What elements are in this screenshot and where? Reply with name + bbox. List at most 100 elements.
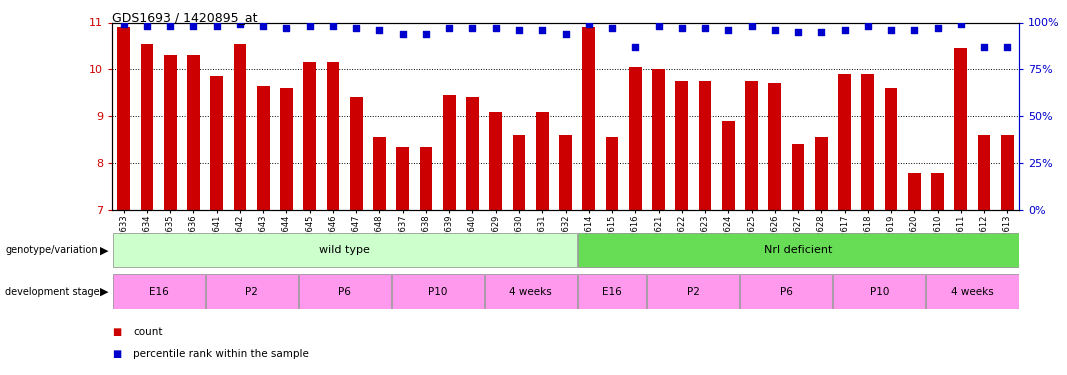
Text: P2: P2 (687, 286, 700, 297)
Bar (303, 62, 316, 210)
Bar (583, 27, 595, 210)
Text: percentile rank within the sample: percentile rank within the sample (133, 350, 309, 359)
Bar (280, 88, 292, 210)
Bar (373, 137, 386, 210)
Bar (141, 44, 154, 210)
Bar (699, 81, 712, 210)
Text: development stage: development stage (5, 286, 100, 297)
Bar (419, 147, 432, 210)
Point (255, 23, 272, 29)
Point (371, 27, 388, 33)
Text: ■: ■ (112, 350, 122, 359)
Bar (931, 172, 944, 210)
Bar (490, 112, 503, 210)
Point (557, 31, 574, 37)
Point (324, 23, 341, 29)
Bar (861, 74, 874, 210)
Bar (484, 274, 576, 309)
Bar (606, 137, 619, 210)
Bar (745, 81, 758, 210)
Text: ▶: ▶ (100, 245, 109, 255)
Bar (559, 135, 572, 210)
Text: count: count (133, 327, 163, 337)
Point (232, 21, 249, 27)
Point (301, 23, 318, 29)
Point (697, 25, 714, 31)
Point (673, 25, 690, 31)
Text: 4 weeks: 4 weeks (509, 286, 552, 297)
Point (115, 21, 132, 27)
Point (626, 44, 643, 50)
Bar (299, 274, 391, 309)
Point (975, 44, 992, 50)
Bar (926, 274, 1019, 309)
Point (161, 23, 178, 29)
Text: P6: P6 (338, 286, 351, 297)
Bar (577, 233, 1019, 267)
Point (929, 25, 946, 31)
Text: GDS1693 / 1420895_at: GDS1693 / 1420895_at (112, 11, 257, 24)
Point (813, 29, 830, 35)
Bar (396, 147, 409, 210)
Bar (257, 86, 270, 210)
Bar (1001, 135, 1014, 210)
Point (906, 27, 923, 33)
Point (999, 44, 1016, 50)
Bar (628, 67, 641, 210)
Bar (839, 74, 851, 210)
Text: P2: P2 (245, 286, 258, 297)
Bar (885, 88, 897, 210)
Bar (117, 27, 130, 210)
Point (766, 27, 783, 33)
Point (277, 25, 294, 31)
Text: P10: P10 (870, 286, 889, 297)
Bar (327, 62, 339, 210)
Bar (652, 69, 665, 210)
Point (534, 27, 551, 33)
Bar (163, 56, 176, 210)
Bar (833, 274, 925, 309)
Bar (112, 274, 205, 309)
Bar (512, 135, 525, 210)
Text: E16: E16 (148, 286, 169, 297)
Text: P6: P6 (780, 286, 793, 297)
Point (790, 29, 807, 35)
Point (394, 31, 411, 37)
Bar (210, 76, 223, 210)
Bar (908, 172, 921, 210)
Text: genotype/variation: genotype/variation (5, 245, 98, 255)
Bar (955, 48, 968, 210)
Text: ▶: ▶ (100, 286, 109, 297)
Bar (815, 137, 828, 210)
Point (488, 25, 505, 31)
Bar (234, 44, 246, 210)
Point (650, 23, 667, 29)
Bar (466, 98, 479, 210)
Text: 4 weeks: 4 weeks (951, 286, 993, 297)
Bar (112, 233, 576, 267)
Text: wild type: wild type (319, 245, 370, 255)
Point (720, 27, 737, 33)
Bar (536, 112, 548, 210)
Point (882, 27, 899, 33)
Point (580, 21, 598, 27)
Bar (443, 95, 456, 210)
Point (743, 23, 760, 29)
Text: P10: P10 (428, 286, 447, 297)
Bar (206, 274, 298, 309)
Point (348, 25, 365, 31)
Text: Nrl deficient: Nrl deficient (764, 245, 832, 255)
Point (510, 27, 527, 33)
Point (604, 25, 621, 31)
Bar (740, 274, 832, 309)
Point (837, 27, 854, 33)
Bar (675, 81, 688, 210)
Point (464, 25, 481, 31)
Point (441, 25, 458, 31)
Bar (722, 121, 735, 210)
Point (139, 23, 156, 29)
Bar (977, 135, 990, 210)
Text: ■: ■ (112, 327, 122, 337)
Bar (648, 274, 739, 309)
Text: E16: E16 (602, 286, 622, 297)
